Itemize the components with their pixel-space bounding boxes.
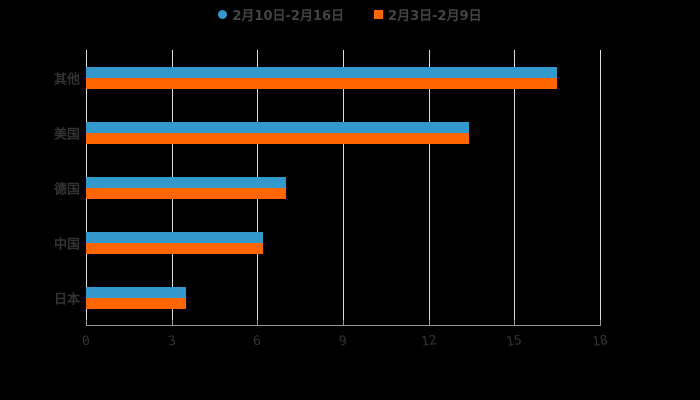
y-category-label: 其他 xyxy=(53,72,80,88)
x-tick xyxy=(257,320,259,326)
x-tick xyxy=(86,320,87,326)
bar-feb10-16[interactable] xyxy=(86,67,558,78)
bar-feb10-16[interactable] xyxy=(86,287,186,298)
bar-feb3-9[interactable] xyxy=(86,133,469,144)
legend-label: 2月10日-2月16日 xyxy=(232,8,345,24)
y-category-label: 德国 xyxy=(53,182,80,198)
x-tick xyxy=(343,320,344,326)
bar-feb10-16[interactable] xyxy=(86,177,286,188)
x-tick-label: 3 xyxy=(166,333,177,350)
bar-feb3-9[interactable] xyxy=(86,243,264,254)
y-category-label: 日本 xyxy=(53,292,80,308)
x-tick-label: 9 xyxy=(338,333,348,350)
x-tick xyxy=(514,320,516,326)
bar-feb3-9[interactable] xyxy=(86,298,186,309)
x-tick xyxy=(600,320,601,326)
y-category-label: 美国 xyxy=(53,127,80,143)
gridline xyxy=(428,50,430,325)
bar-feb3-9[interactable] xyxy=(86,188,286,199)
legend-label: 2月3日-2月9日 xyxy=(388,8,482,24)
gridline xyxy=(600,50,601,325)
legend: 2月10日-2月16日 2月3日-2月9日 xyxy=(0,4,700,24)
x-tick-label: 12 xyxy=(419,332,438,351)
x-tick-label: 18 xyxy=(591,332,609,351)
legend-item-1[interactable]: 2月3日-2月9日 xyxy=(374,4,482,24)
legend-item-0[interactable]: 2月10日-2月16日 xyxy=(218,4,344,24)
x-tick xyxy=(171,320,173,326)
legend-swatch-icon xyxy=(374,9,384,19)
x-axis xyxy=(86,325,600,326)
bar-feb10-16[interactable] xyxy=(86,232,264,243)
x-tick-label: 0 xyxy=(81,333,91,350)
gridline xyxy=(514,50,516,325)
legend-swatch-icon xyxy=(218,9,228,19)
x-tick-label: 15 xyxy=(505,332,524,351)
gridline xyxy=(343,50,344,325)
y-category-label: 中国 xyxy=(53,237,80,253)
x-tick xyxy=(428,320,430,326)
bar-feb10-16[interactable] xyxy=(86,122,469,133)
bar-feb3-9[interactable] xyxy=(86,78,558,89)
x-tick-label: 6 xyxy=(252,333,263,350)
